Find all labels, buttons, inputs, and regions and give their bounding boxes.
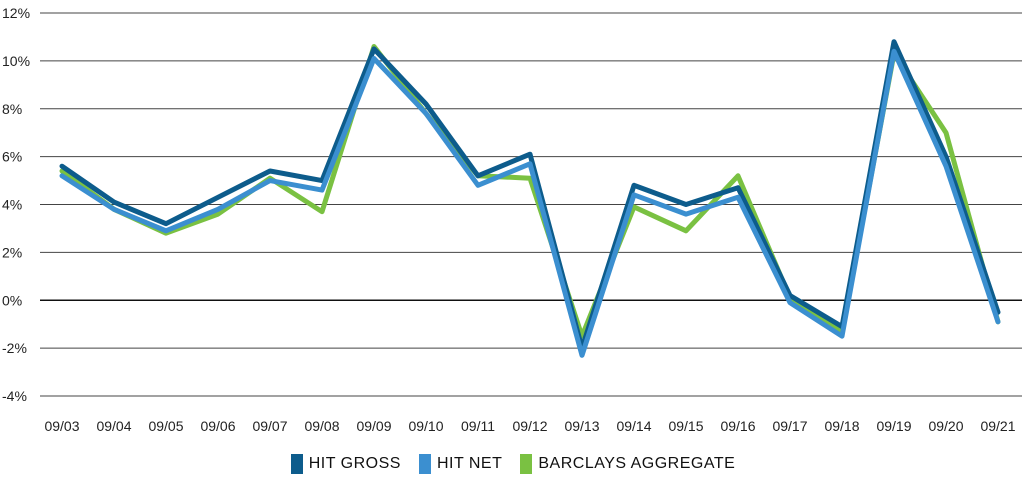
y-tick-label: 8%	[2, 101, 22, 117]
x-tick-label: 09/14	[616, 418, 651, 434]
x-axis-ticks: 09/03 09/04 09/05 09/06 09/07 09/08 09/09 09/10…	[44, 418, 1015, 434]
x-tick-label: 09/07	[252, 418, 287, 434]
series-line-hit-gross	[59, 39, 1001, 351]
series-line-barclays-aggregate	[59, 44, 1001, 339]
x-tick-label: 09/21	[980, 418, 1015, 434]
x-tick-label: 09/13	[564, 418, 599, 434]
x-tick-label: 09/08	[304, 418, 339, 434]
x-tick-label: 09/09	[356, 418, 391, 434]
legend-label: BARCLAYS AGGREGATE	[538, 455, 736, 472]
y-axis-ticks: 12% 10% 8% 6% 4% 2% 0% -2% -4%	[2, 5, 30, 404]
line-chart: 12%10%8%6%4%2%0%-2%-4% 09/03 09/04 09/05 09…	[2, 5, 1022, 434]
y-tick-label: 12%	[2, 5, 30, 21]
y-tick-label: 10%	[2, 53, 30, 69]
legend-item: HIT NET	[418, 454, 503, 474]
x-tick-label: 09/06	[200, 418, 235, 434]
x-tick-label: 09/20	[928, 418, 963, 434]
x-tick-label: 09/10	[408, 418, 443, 434]
gridlines	[40, 12, 1022, 397]
y-tick-label: 2%	[2, 244, 22, 260]
x-tick-label: 09/17	[772, 418, 807, 434]
x-tick-label: 09/04	[96, 418, 131, 434]
legend-item: HIT GROSS	[290, 454, 401, 474]
x-tick-label: 09/12	[512, 418, 547, 434]
legend-swatch	[418, 454, 431, 474]
y-tick-label: -4%	[2, 388, 27, 404]
series-lines	[59, 39, 1001, 358]
x-tick-label: 09/18	[824, 418, 859, 434]
y-tick-label: 0%	[2, 292, 22, 308]
legend-label: HIT NET	[436, 455, 503, 472]
legend-swatch	[290, 454, 303, 474]
x-tick-label: 09/05	[148, 418, 183, 434]
legend-label: HIT GROSS	[308, 455, 401, 472]
x-tick-label: 09/11	[461, 418, 495, 434]
x-tick-label: 09/03	[44, 418, 79, 434]
x-tick-label: 09/16	[720, 418, 755, 434]
legend-swatch	[520, 454, 533, 474]
legend: HIT GROSS HIT NET BARCLAYS AGGREGATE	[0, 454, 1026, 474]
y-tick-label: 4%	[2, 197, 22, 213]
y-tick-label: -2%	[2, 340, 27, 356]
y-tick-label: 6%	[2, 149, 22, 165]
x-tick-label: 09/19	[876, 418, 911, 434]
x-tick-label: 09/15	[668, 418, 703, 434]
legend-item: BARCLAYS AGGREGATE	[520, 454, 735, 474]
